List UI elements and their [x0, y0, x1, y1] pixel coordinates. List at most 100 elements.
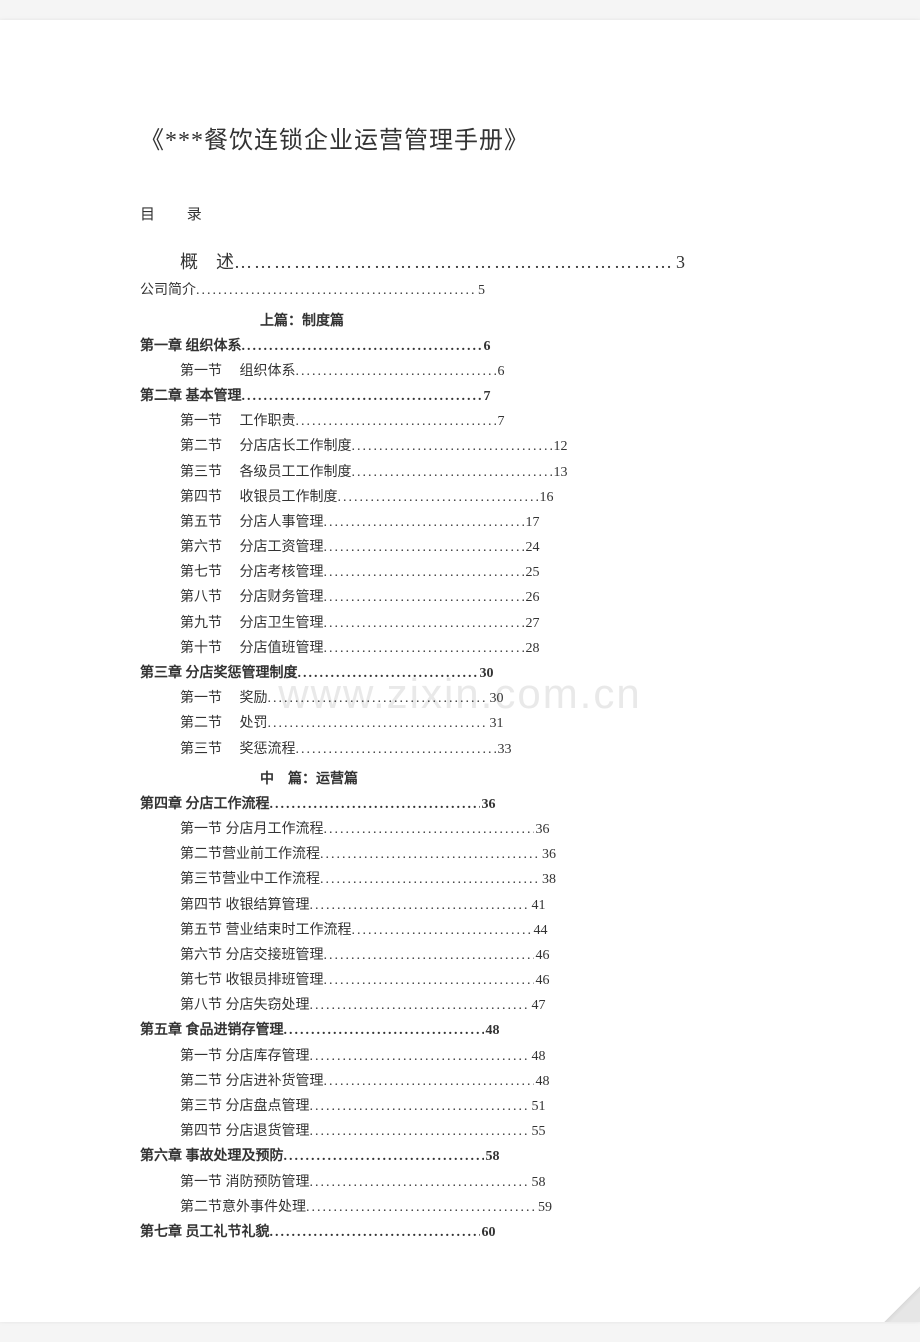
- toc-leader-dots: ........................................…: [310, 893, 530, 918]
- toc-entry: 第七节 分店考核管理..............................…: [140, 560, 780, 585]
- toc-entry-text: 分店值班管理: [240, 641, 324, 656]
- toc-entry-label: 第七章 员工礼节礼貌: [140, 1220, 270, 1245]
- toc-entry-page: 46: [534, 943, 550, 968]
- toc-entry: 第八节 分店财务管理..............................…: [140, 585, 780, 610]
- toc-leader-dots: ........................................…: [352, 434, 552, 459]
- toc-entry-page: 30: [488, 686, 504, 711]
- toc-entry: 第四节 收银员工作制度.............................…: [140, 485, 780, 510]
- toc-entry: 概 述……………………………………………………………………………………………………: [140, 246, 780, 278]
- toc-entry-prefix: 第四节: [180, 485, 236, 510]
- toc-entry-page: 30: [478, 661, 494, 686]
- toc-entry-text: 第二章 基本管理: [140, 389, 242, 404]
- toc-entry-text: 工作职责: [240, 414, 296, 429]
- toc-entry-page: 51: [530, 1094, 546, 1119]
- toc-leader-dots: ........................................…: [298, 661, 478, 686]
- toc-leader-dots: ........................................…: [324, 585, 524, 610]
- toc-entry-text: 第五章 食品进销存管理: [140, 1023, 284, 1038]
- toc-entry-page: 36: [480, 792, 496, 817]
- toc-leader-dots: ........................................…: [324, 817, 534, 842]
- toc-entry: 第七节 收银员排班管理.............................…: [140, 968, 780, 993]
- toc-entry: 第五章 食品进销存管理.............................…: [140, 1018, 780, 1043]
- toc-entry-page: 48: [530, 1044, 546, 1069]
- toc-heading: 目 录: [140, 203, 780, 224]
- toc-entry: 第九节 分店卫生管理..............................…: [140, 611, 780, 636]
- toc-leader-dots: ........................................…: [324, 560, 524, 585]
- toc-leader-dots: ........................................…: [242, 384, 482, 409]
- toc-entry-label: 第五节 分店人事管理: [180, 510, 324, 535]
- toc-part-heading: 中 篇：运营篇: [140, 768, 780, 788]
- toc-entry: 第四节 分店退货管理..............................…: [140, 1119, 780, 1144]
- toc-entry: 第二节 处罚..................................…: [140, 711, 780, 736]
- toc-entry-page: 58: [530, 1170, 546, 1195]
- toc-entry-label: 第六节 分店工资管理: [180, 535, 324, 560]
- toc-entry: 第三章 分店奖惩管理制度............................…: [140, 661, 780, 686]
- toc-leader-dots: ........................................…: [268, 686, 488, 711]
- toc-entry-page: 60: [480, 1220, 496, 1245]
- toc-entry-text: 分店店长工作制度: [240, 439, 352, 454]
- toc-entry-text: 奖励: [240, 691, 268, 706]
- toc-entry-text: 第二节意外事件处理: [180, 1200, 306, 1215]
- toc-entry-prefix: 第十节: [180, 636, 236, 661]
- toc-entry-label: 第三节 各级员工工作制度: [180, 460, 352, 485]
- toc-entry-label: 第七节 分店考核管理: [180, 560, 324, 585]
- toc-entry-text: 组织体系: [240, 364, 296, 379]
- toc-entry-label: 第三节营业中工作流程: [180, 867, 320, 892]
- toc-entry: 第六节 分店交接班管理.............................…: [140, 943, 780, 968]
- toc-entry-label: 第七节 收银员排班管理: [180, 968, 324, 993]
- toc-leader-dots: ........................................…: [320, 867, 540, 892]
- toc-entry-text: 第五节 营业结束时工作流程: [180, 923, 352, 938]
- toc-entry-text: 第三节营业中工作流程: [180, 872, 320, 887]
- toc-leader-dots: ……………………………………………………………………………………………………………: [234, 246, 674, 278]
- page-corner-fold-icon: [884, 1286, 920, 1322]
- toc-leader-dots: ........................................…: [296, 359, 496, 384]
- toc-entry-prefix: 第二节: [180, 434, 236, 459]
- toc-leader-dots: ........................................…: [196, 278, 476, 303]
- toc-entry-label: 第十节 分店值班管理: [180, 636, 324, 661]
- toc-entry-label: 第一章 组织体系: [140, 334, 242, 359]
- document-content: 《***餐饮连锁企业运营管理手册》 目 录 概 述…………………………………………: [140, 120, 780, 1245]
- toc-entry-prefix: 第六节: [180, 535, 236, 560]
- toc-entry-prefix: 第三节: [180, 460, 236, 485]
- toc-entry-label: 第三章 分店奖惩管理制度: [140, 661, 298, 686]
- toc-entry-text: 分店财务管理: [240, 590, 324, 605]
- toc-entry-text: 第七章 员工礼节礼貌: [140, 1225, 270, 1240]
- toc-entry-text: 分店人事管理: [240, 515, 324, 530]
- toc-leader-dots: ........................................…: [324, 1069, 534, 1094]
- toc-entry-page: 48: [534, 1069, 550, 1094]
- toc-entry-page: 48: [484, 1018, 500, 1043]
- toc-leader-dots: ........................................…: [284, 1018, 484, 1043]
- toc-entry: 第三节 各级员工工作制度............................…: [140, 460, 780, 485]
- toc-entry-page: 6: [496, 359, 505, 384]
- toc-entry-label: 第四章 分店工作流程: [140, 792, 270, 817]
- toc-entry-prefix: 第二节: [180, 711, 236, 736]
- toc-entry-page: 5: [476, 278, 485, 303]
- toc-entry: 第五节 分店人事管理..............................…: [140, 510, 780, 535]
- toc-entry-text: 第三章 分店奖惩管理制度: [140, 666, 298, 681]
- toc-entry-page: 38: [540, 867, 556, 892]
- toc-entry-page: 16: [538, 485, 554, 510]
- toc-entry-text: 第一节 分店月工作流程: [180, 822, 324, 837]
- toc-leader-dots: ........................................…: [310, 993, 530, 1018]
- toc-entry-page: 13: [552, 460, 568, 485]
- toc-leader-dots: ........................................…: [352, 918, 532, 943]
- toc-entry: 第一节 分店库存管理..............................…: [140, 1044, 780, 1069]
- toc-entry-page: 25: [524, 560, 540, 585]
- toc-entry-page: 28: [524, 636, 540, 661]
- toc-leader-dots: ........................................…: [324, 510, 524, 535]
- toc-part-heading: 上篇：制度篇: [140, 310, 780, 330]
- toc-entry-prefix: 第一节: [180, 409, 236, 434]
- toc-entry: 第二节 分店店长工作制度............................…: [140, 434, 780, 459]
- toc-container: 概 述……………………………………………………………………………………………………: [140, 246, 780, 1245]
- toc-entry-label: 第五节 营业结束时工作流程: [180, 918, 352, 943]
- toc-entry-page: 6: [482, 334, 491, 359]
- toc-leader-dots: ........................................…: [296, 737, 496, 762]
- toc-entry: 第四节 收银结算管理..............................…: [140, 893, 780, 918]
- toc-entry-text: 第六节 分店交接班管理: [180, 948, 324, 963]
- toc-entry: 第六节 分店工资管理..............................…: [140, 535, 780, 560]
- toc-entry-prefix: 第一节: [180, 686, 236, 711]
- toc-entry: 第二节营业前工作流程..............................…: [140, 842, 780, 867]
- toc-entry-text: 第八节 分店失窃处理: [180, 998, 310, 1013]
- toc-entry-prefix: 第三节: [180, 737, 236, 762]
- toc-entry-text: 概 述: [180, 252, 234, 272]
- toc-entry-label: 第三节 分店盘点管理: [180, 1094, 310, 1119]
